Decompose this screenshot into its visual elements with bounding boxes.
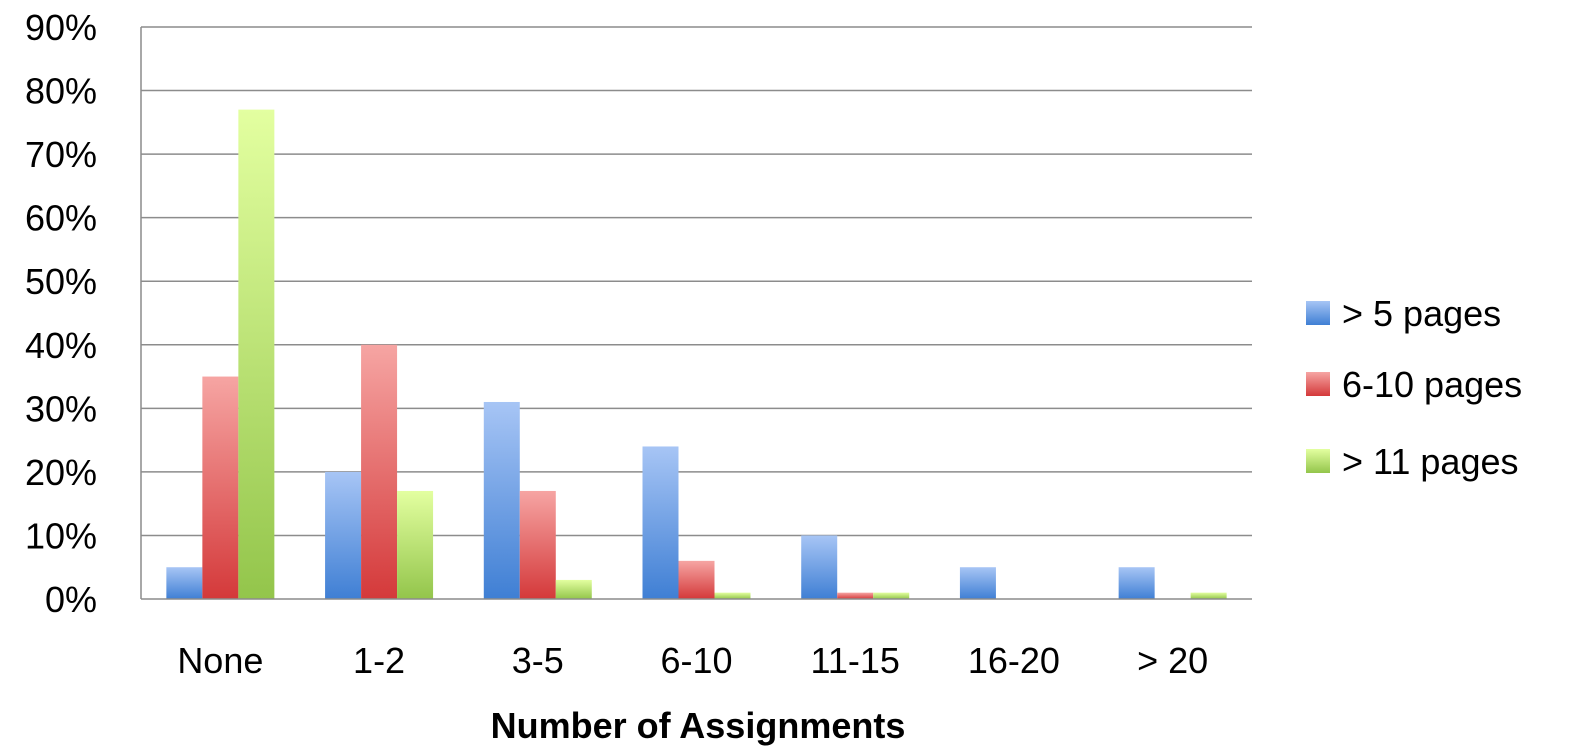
bar-6-10-pages-none [202, 376, 239, 599]
bar-11-pages-11-15 [873, 592, 910, 599]
y-tick-label: 20% [25, 452, 97, 493]
bar-11-pages-20 [1190, 592, 1227, 599]
bars [166, 109, 1227, 599]
legend-label-5-pages: > 5 pages [1342, 293, 1501, 334]
x-tick-label: > 20 [1137, 640, 1208, 681]
bar-11-pages-3-5 [555, 579, 592, 599]
x-tick-label: 16-20 [968, 640, 1060, 681]
legend: > 5 pages 6-10 pages > 11 pages [1306, 293, 1522, 482]
bar-5-pages-16-20 [959, 567, 996, 599]
y-tick-label: 50% [25, 261, 97, 302]
bar-6-10-pages-11-15 [837, 592, 874, 599]
legend-swatch-6-10-pages [1306, 372, 1330, 396]
bar-11-pages-none [238, 109, 275, 599]
y-tick-label: 0% [45, 579, 97, 620]
x-tick-label: None [177, 640, 263, 681]
bar-5-pages-1-2 [325, 471, 362, 599]
legend-swatch-5-pages [1306, 301, 1330, 325]
bar-6-10-pages-3-5 [519, 490, 556, 599]
y-tick-label: 90% [25, 7, 97, 48]
bar-11-pages-6-10 [714, 592, 751, 599]
bar-5-pages-11-15 [801, 535, 838, 599]
y-tick-label: 70% [25, 134, 97, 175]
bar-5-pages-3-5 [483, 401, 520, 599]
legend-label-11-pages: > 11 pages [1342, 441, 1518, 482]
bar-6-10-pages-6-10 [678, 560, 715, 599]
y-tick-label: 60% [25, 198, 97, 239]
legend-swatch-11-pages [1306, 449, 1330, 473]
y-axis-tick-labels: 0% 10% 20% 30% 40% 50% 60% 70% 80% 90% [25, 7, 97, 620]
bar-11-pages-1-2 [397, 490, 434, 599]
y-tick-label: 10% [25, 515, 97, 556]
axes [140, 27, 1252, 600]
grid-lines [141, 26, 1252, 537]
bar-5-pages-none [166, 567, 203, 599]
y-tick-label: 80% [25, 71, 97, 112]
legend-label-6-10-pages: 6-10 pages [1342, 364, 1522, 405]
bar-5-pages-6-10 [642, 446, 679, 599]
y-tick-label: 40% [25, 325, 97, 366]
bar-6-10-pages-1-2 [361, 344, 398, 599]
y-tick-label: 30% [25, 388, 97, 429]
bar-5-pages-20 [1118, 567, 1155, 599]
x-axis-title: Number of Assignments [491, 705, 906, 746]
x-tick-label: 11-15 [811, 640, 900, 681]
x-tick-label: 3-5 [512, 640, 564, 681]
x-axis-tick-labels: None 1-2 3-5 6-10 11-15 16-20 > 20 [177, 640, 1208, 681]
x-tick-label: 1-2 [353, 640, 405, 681]
x-tick-label: 6-10 [660, 640, 732, 681]
